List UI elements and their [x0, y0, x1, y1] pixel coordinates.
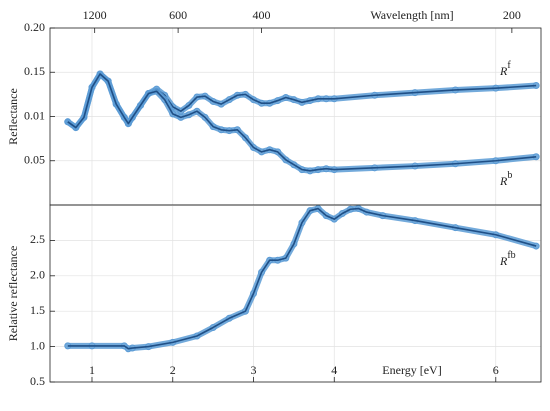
- x-tick-label: 3: [251, 363, 257, 377]
- series-line: [67, 207, 537, 350]
- series-superscript: f: [507, 60, 511, 71]
- series-label: Rfb: [499, 250, 516, 267]
- data-point: [250, 143, 258, 151]
- data-point: [193, 107, 201, 115]
- plot-frame: [49, 204, 542, 383]
- data-point: [104, 77, 112, 85]
- y-tick-label: 1.0: [30, 338, 45, 352]
- data-point: [225, 96, 233, 104]
- data-point: [64, 118, 72, 126]
- x-tick-label: 1: [89, 363, 95, 377]
- series-line: [67, 73, 537, 172]
- y-tick-label: 0.05: [24, 153, 45, 167]
- data-point: [96, 70, 104, 78]
- x2-tick-label: 600: [169, 8, 187, 22]
- data-point: [282, 156, 290, 164]
- y-tick-label: 0.5: [30, 374, 45, 388]
- y-axis-label: Relative reflectance: [6, 246, 20, 342]
- data-point: [225, 314, 233, 322]
- data-point: [169, 110, 177, 118]
- data-point: [161, 96, 169, 104]
- data-point: [217, 100, 225, 108]
- x2-tick-label: 400: [253, 8, 271, 22]
- data-point: [250, 96, 258, 104]
- y-tick-label: 2.5: [30, 232, 45, 246]
- y-tick-label: 1.5: [30, 303, 45, 317]
- x-tick-label: 6: [493, 363, 499, 377]
- data-point: [201, 113, 209, 121]
- y-axis-label: Reflectance: [6, 88, 20, 145]
- data-point: [241, 134, 249, 142]
- series-name: R: [499, 64, 508, 78]
- data-point: [290, 240, 298, 248]
- series-label: Rf: [499, 60, 511, 77]
- data-point: [330, 215, 338, 223]
- data-point: [185, 111, 193, 119]
- data-point: [136, 101, 144, 109]
- data-point: [177, 113, 185, 121]
- data-point: [274, 97, 282, 105]
- data-point: [241, 307, 249, 315]
- data-point: [290, 161, 298, 169]
- series-name: R: [499, 254, 508, 268]
- data-point: [258, 268, 266, 276]
- series-superscript: fb: [507, 250, 515, 261]
- data-point: [250, 290, 258, 297]
- data-point: [112, 100, 120, 108]
- data-point: [72, 124, 80, 132]
- x2-tick-label: 1200: [83, 8, 107, 22]
- x2-axis-label: Wavelength [nm]: [370, 8, 453, 22]
- series-name: R: [499, 174, 508, 188]
- data-point: [209, 123, 217, 131]
- x-tick-label: 4: [331, 363, 337, 377]
- data-point: [128, 113, 136, 121]
- data-point: [209, 323, 217, 331]
- data-point: [209, 97, 217, 105]
- data-point: [322, 212, 330, 220]
- data-point: [120, 113, 128, 121]
- x2-tick-label: 200: [503, 8, 521, 22]
- data-point: [124, 120, 132, 128]
- series-label: Rb: [499, 170, 512, 187]
- series-superscript: b: [507, 170, 512, 181]
- y-tick-label: 0.20: [24, 20, 45, 34]
- series-band: [64, 71, 540, 131]
- data-point: [185, 101, 193, 109]
- data-point: [532, 242, 540, 250]
- data-point: [338, 209, 346, 217]
- x-axis-label: Energy [eV]: [382, 363, 441, 377]
- y-tick-label: 0.01: [24, 108, 45, 122]
- y-tick-label: 2.0: [30, 268, 45, 282]
- y-tick-label: 0.15: [24, 64, 45, 78]
- data-point: [298, 219, 306, 227]
- x-tick-label: 2: [170, 363, 176, 377]
